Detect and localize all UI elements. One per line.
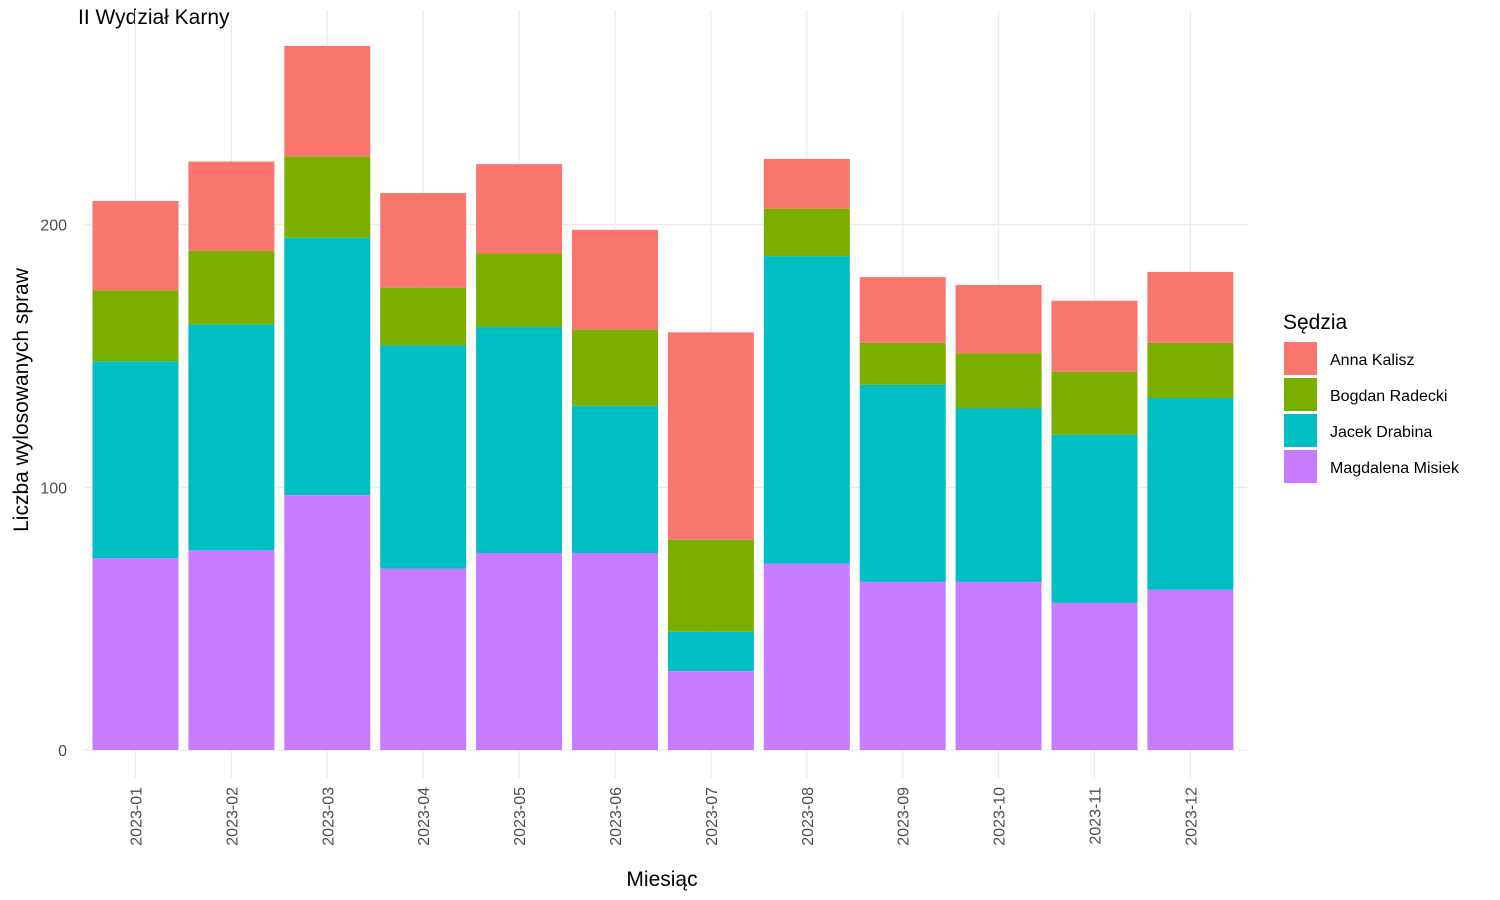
x-tick-label: 2023-08 bbox=[800, 787, 817, 846]
bar-segment-jacek-drabina bbox=[476, 327, 563, 553]
bar-segment-anna-kalisz bbox=[380, 193, 467, 288]
bar-segment-magdalena-misiek bbox=[380, 568, 467, 750]
bar-segment-anna-kalisz bbox=[92, 200, 179, 291]
bar-segment-jacek-drabina bbox=[92, 361, 179, 559]
bar-segment-bogdan-radecki bbox=[284, 156, 371, 238]
bar-segment-jacek-drabina bbox=[572, 405, 658, 553]
bar-segment-magdalena-misiek bbox=[667, 671, 754, 750]
bar-segment-jacek-drabina bbox=[188, 324, 275, 551]
bar-segment-jacek-drabina bbox=[380, 345, 467, 569]
x-axis: 2023-01 2023-02 2023-03 2023-04 2023-05 2023-… bbox=[129, 787, 1201, 846]
x-tick-label: 2023-05 bbox=[512, 787, 529, 846]
bar-segment-magdalena-misiek bbox=[1051, 602, 1138, 750]
y-tick-label: 0 bbox=[58, 743, 67, 760]
bar-segment-jacek-drabina bbox=[955, 408, 1042, 582]
legend-key bbox=[1284, 378, 1317, 411]
legend-label: Anna Kalisz bbox=[1330, 352, 1415, 369]
legend-title: Sędzia bbox=[1283, 311, 1348, 334]
chart-title: II Wydział Karny bbox=[78, 6, 230, 29]
bar-segment-bogdan-radecki bbox=[1147, 342, 1234, 398]
bar-segment-anna-kalisz bbox=[284, 45, 371, 157]
bar-segment-bogdan-radecki bbox=[667, 539, 754, 632]
bar-segment-magdalena-misiek bbox=[284, 495, 371, 750]
x-tick-label: 2023-09 bbox=[896, 787, 913, 846]
x-tick-label: 2023-12 bbox=[1183, 787, 1200, 846]
bar-segment-magdalena-misiek bbox=[572, 552, 658, 750]
x-tick-label: 2023-01 bbox=[129, 787, 146, 846]
bar-segment-anna-kalisz bbox=[955, 285, 1042, 354]
bar-segment-bogdan-radecki bbox=[188, 250, 275, 325]
legend-key bbox=[1284, 450, 1317, 483]
bar-segment-anna-kalisz bbox=[188, 161, 275, 251]
bar-segment-jacek-drabina bbox=[1051, 434, 1138, 603]
legend-label: Magdalena Misiek bbox=[1330, 460, 1460, 477]
x-tick-label: 2023-10 bbox=[992, 787, 1009, 846]
bar-segment-jacek-drabina bbox=[667, 631, 754, 672]
bar-segment-bogdan-radecki bbox=[476, 253, 563, 328]
bar-segment-magdalena-misiek bbox=[92, 558, 179, 750]
bar-segment-anna-kalisz bbox=[572, 229, 658, 330]
x-tick-label: 2023-07 bbox=[704, 787, 721, 846]
x-tick-label: 2023-02 bbox=[224, 787, 241, 846]
x-tick-label: 2023-03 bbox=[320, 787, 337, 846]
legend-label: Bogdan Radecki bbox=[1330, 388, 1447, 405]
bar-segment-jacek-drabina bbox=[763, 256, 850, 564]
bar-segment-magdalena-misiek bbox=[859, 581, 946, 750]
y-axis: 0 100 200 bbox=[40, 218, 67, 760]
bar-segment-jacek-drabina bbox=[859, 384, 946, 582]
bar-segment-anna-kalisz bbox=[1147, 271, 1234, 343]
legend-label: Jacek Drabina bbox=[1330, 424, 1432, 441]
y-axis-label: Liczba wylosowanych spraw bbox=[10, 267, 33, 532]
legend-key bbox=[1284, 342, 1317, 375]
bar-segment-anna-kalisz bbox=[763, 158, 850, 209]
y-tick-label: 100 bbox=[40, 480, 67, 497]
legend-key bbox=[1284, 414, 1317, 447]
bar-segment-anna-kalisz bbox=[476, 164, 563, 254]
y-tick-label: 200 bbox=[40, 218, 67, 235]
legend: Sędzia Anna Kalisz Bogdan Radecki Jacek Dr… bbox=[1283, 311, 1460, 483]
bar-segment-anna-kalisz bbox=[667, 332, 754, 540]
bar-segment-bogdan-radecki bbox=[763, 208, 850, 257]
bar-segment-magdalena-misiek bbox=[188, 550, 275, 750]
x-tick-label: 2023-11 bbox=[1088, 787, 1105, 845]
bar-segment-magdalena-misiek bbox=[1147, 589, 1234, 750]
bar-segment-jacek-drabina bbox=[1147, 397, 1234, 590]
bar-segment-magdalena-misiek bbox=[476, 552, 563, 750]
x-tick-label: 2023-06 bbox=[608, 787, 625, 846]
x-axis-label: Miesiąc bbox=[626, 868, 697, 891]
bar-segment-magdalena-misiek bbox=[763, 563, 850, 750]
bar-segment-bogdan-radecki bbox=[380, 287, 467, 346]
bar-segment-bogdan-radecki bbox=[572, 329, 658, 406]
bar-segment-jacek-drabina bbox=[284, 237, 371, 496]
bar-segment-bogdan-radecki bbox=[955, 353, 1042, 409]
x-tick-label: 2023-04 bbox=[416, 787, 433, 846]
bars-layer bbox=[92, 45, 1234, 750]
bar-segment-bogdan-radecki bbox=[1051, 371, 1138, 435]
bar-segment-bogdan-radecki bbox=[859, 342, 946, 385]
bar-segment-bogdan-radecki bbox=[92, 290, 179, 362]
bar-segment-anna-kalisz bbox=[1051, 300, 1138, 372]
bar-segment-anna-kalisz bbox=[859, 277, 946, 343]
bar-segment-magdalena-misiek bbox=[955, 581, 1042, 750]
